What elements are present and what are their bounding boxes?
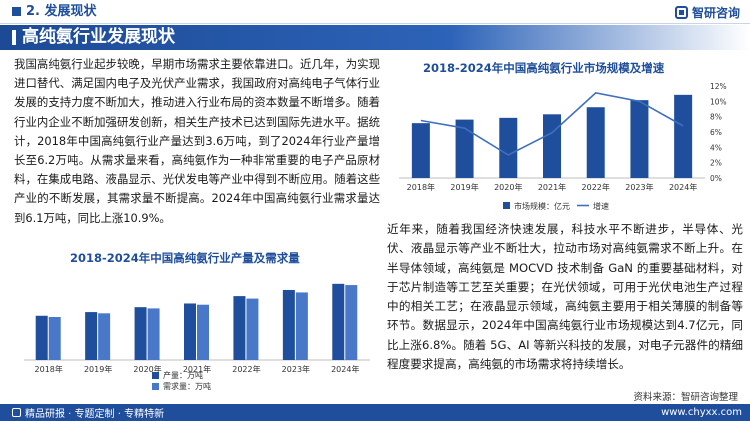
legend-label: 产量：万吨 bbox=[163, 370, 203, 380]
production-demand-chart: 2018年 2019年 2020年 2021年 2022年 2023年 2024年产量：万吨… bbox=[24, 283, 370, 391]
growth-line bbox=[420, 92, 684, 156]
footer-website[interactable]: www.chyxx.com bbox=[661, 407, 742, 418]
x-tick-label: 2022年 bbox=[582, 182, 610, 192]
bar-production bbox=[332, 283, 345, 360]
chart-title-production: 2018-2024年中国高纯氨行业产量及需求量 bbox=[70, 251, 300, 265]
bar-production bbox=[35, 315, 48, 360]
bar-demand bbox=[48, 317, 61, 360]
x-tick-label: 2019年 bbox=[450, 182, 478, 192]
bar-production bbox=[233, 296, 246, 360]
source-note: 资料来源：智研咨询整理 bbox=[633, 392, 738, 403]
page-title: 高纯氨行业发展现状 bbox=[22, 27, 175, 47]
brand-name: 智研咨询 bbox=[691, 5, 740, 20]
chart-title-market: 2018-2024年中国高纯氨行业市场规模及增速 bbox=[423, 61, 665, 75]
footer-slogan: 精品研报 · 专题定制 · 专精特新 bbox=[25, 409, 165, 420]
footer-bar: 精品研报 · 专题定制 · 专精特新 www.chyxx.com bbox=[0, 404, 750, 421]
brand: 智研咨询 bbox=[674, 3, 740, 21]
x-tick-label: 2018年 bbox=[35, 364, 63, 374]
y2-tick-label: 6% bbox=[710, 128, 722, 137]
x-tick-label: 2021年 bbox=[183, 364, 211, 374]
bar-production bbox=[85, 312, 98, 360]
y2-tick-label: 10% bbox=[710, 97, 727, 106]
bar-market-size bbox=[543, 114, 561, 178]
section-marker-icon bbox=[12, 7, 21, 16]
y2-tick-label: 4% bbox=[710, 143, 722, 152]
footer-logo-icon bbox=[12, 408, 21, 417]
bar-market-size bbox=[455, 119, 474, 178]
bar-demand bbox=[147, 308, 160, 360]
bar-demand bbox=[197, 304, 209, 360]
bar-demand bbox=[246, 298, 259, 360]
footer-left: 精品研报 · 专题定制 · 专精特新 bbox=[12, 404, 164, 421]
bar-production bbox=[184, 303, 196, 360]
legend-swatch bbox=[152, 383, 159, 390]
bar-market-size bbox=[674, 94, 693, 178]
x-tick-label: 2023年 bbox=[625, 182, 653, 192]
x-tick-label: 2019年 bbox=[84, 364, 112, 374]
bar-market-size bbox=[411, 123, 430, 178]
bar-market-size bbox=[586, 107, 605, 178]
x-tick-label: 2024年 bbox=[669, 182, 697, 192]
y2-tick-label: 0% bbox=[710, 174, 722, 183]
x-tick-label: 2021年 bbox=[538, 182, 566, 192]
bar-demand bbox=[295, 292, 308, 360]
bar-production bbox=[134, 307, 147, 360]
bar-production bbox=[282, 289, 295, 360]
x-tick-label: 2023年 bbox=[282, 364, 310, 374]
bar-market-size bbox=[499, 117, 518, 178]
y2-tick-label: 2% bbox=[710, 159, 722, 168]
top-bar: 2. 发展现状 智研咨询 bbox=[0, 0, 750, 24]
x-tick-label: 2020年 bbox=[494, 182, 522, 192]
x-tick-label: 2018年 bbox=[407, 182, 435, 192]
section-label: 2. 发展现状 bbox=[26, 4, 97, 19]
bar-market-size bbox=[630, 100, 649, 178]
x-tick-label: 2024年 bbox=[331, 364, 359, 374]
brand-logo-icon bbox=[674, 5, 688, 19]
title-marker-icon bbox=[12, 30, 16, 45]
legend-label: 增速 bbox=[593, 201, 609, 211]
x-tick-label: 2022年 bbox=[232, 364, 260, 374]
x-tick-label: 2020年 bbox=[133, 364, 161, 374]
bar-demand bbox=[345, 285, 358, 360]
bar-demand bbox=[98, 313, 111, 360]
legend-swatch bbox=[152, 372, 159, 379]
legend-swatch bbox=[503, 202, 510, 209]
y2-tick-label: 12% bbox=[710, 82, 727, 91]
legend-label: 需求量：万吨 bbox=[163, 381, 211, 391]
market-paragraph: 近年来，随着我国经济快速发展，科技水平不断进步，半导体、光伏、液晶显示等产业不断… bbox=[387, 222, 743, 372]
title-bar: 高纯氨行业发展现状 bbox=[0, 25, 750, 50]
market-size-chart: 2018年 2019年 2020年 2021年 2022年 2023年 2024年 12% 10… bbox=[399, 82, 727, 211]
intro-paragraph: 我国高纯氨行业起步较晚，早期市场需求主要依靠进口。近几年，为实现进口替代、满足国… bbox=[14, 57, 380, 225]
y2-tick-label: 8% bbox=[710, 113, 722, 122]
legend-label: 市场规模：亿元 bbox=[514, 201, 570, 211]
